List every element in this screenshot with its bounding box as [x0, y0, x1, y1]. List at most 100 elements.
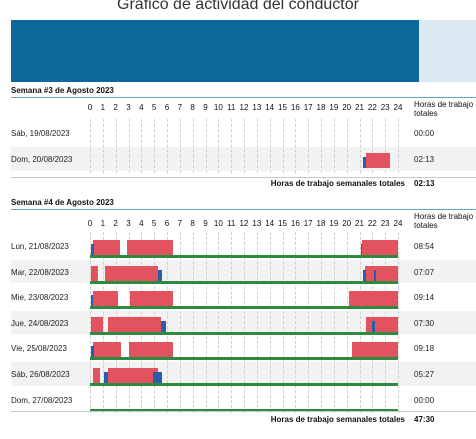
hour-label: 9 [203, 103, 208, 112]
day-label: Sáb, 19/08/2023 [11, 129, 70, 138]
day-total: 07:30 [414, 318, 435, 328]
day-label: Sáb, 26/08/2023 [11, 370, 70, 379]
hour-label: 1 [100, 103, 106, 112]
hour-gridline [346, 119, 349, 173]
work-segment [363, 157, 366, 168]
hour-label: 21 [355, 219, 364, 228]
hour-label: 15 [278, 219, 287, 228]
hour-label: 17 [303, 219, 313, 228]
hour-gridline [256, 232, 259, 414]
driving-segment [91, 316, 103, 332]
hour-label: 10 [213, 103, 223, 112]
hour-label: 20 [342, 219, 352, 228]
day-label: Jue, 24/08/2023 [11, 318, 69, 328]
hour-gridline [295, 232, 297, 414]
day-total: 00:00 [414, 395, 435, 405]
hour-gridline [102, 119, 105, 173]
hour-label: 0 [87, 103, 93, 112]
day-total: 09:18 [414, 344, 435, 354]
hour-label: 15 [278, 103, 287, 112]
driving-segment [362, 240, 398, 255]
header-banner-side [419, 20, 476, 82]
hour-gridline [359, 232, 362, 414]
week-title: Semana #4 de Agosto 2023 [11, 198, 114, 207]
hour-label: 11 [227, 103, 236, 112]
hour-gridline [90, 119, 92, 173]
hour-label: 14 [265, 219, 275, 228]
work-segment [160, 320, 166, 332]
hour-gridline [244, 232, 246, 414]
work-segment [158, 269, 162, 281]
hour-label: 6 [164, 103, 170, 112]
hour-label: 11 [227, 219, 236, 228]
hour-gridline [333, 119, 336, 173]
hour-label: 22 [367, 219, 377, 228]
hour-label: 10 [213, 219, 223, 228]
work-segment [152, 372, 162, 383]
hour-gridline [231, 119, 233, 173]
day-total: 02:13 [414, 155, 435, 164]
work-segment [91, 244, 94, 255]
hour-gridline [308, 232, 310, 414]
day-total: 00:00 [414, 129, 435, 138]
hour-gridline [372, 119, 374, 173]
hour-gridline [218, 232, 220, 414]
driving-segment [127, 240, 174, 255]
hour-label: 24 [393, 219, 403, 228]
hour-label: 5 [151, 103, 157, 112]
driving-segment [351, 342, 398, 358]
hour-gridline [308, 119, 310, 173]
rest-segment [90, 408, 398, 412]
work-segment [372, 320, 375, 332]
hour-label: 19 [329, 103, 339, 112]
rest-segment [90, 255, 398, 258]
hour-gridline [269, 232, 272, 414]
hour-label: 12 [239, 219, 249, 228]
hour-gridline [321, 232, 323, 414]
hour-label: 6 [164, 219, 170, 228]
hour-label: 1 [100, 219, 106, 228]
hour-gridline [398, 232, 400, 414]
day-total: 05:27 [414, 370, 435, 379]
hour-gridline [333, 232, 336, 414]
hour-label: 23 [380, 219, 390, 228]
week-total-value: 47:30 [414, 415, 435, 424]
hour-label: 4 [139, 219, 144, 228]
rest-segment [90, 306, 398, 310]
day-label: Lun, 21/08/2023 [11, 242, 69, 251]
hour-gridline [179, 232, 182, 414]
work-segment [104, 372, 108, 383]
hour-gridline [154, 119, 156, 173]
hour-gridline [192, 232, 195, 414]
hour-gridline [115, 119, 118, 173]
week-divider [11, 177, 476, 178]
day-total: 09:14 [414, 293, 435, 303]
day-label: Dom, 27/08/2023 [11, 395, 73, 405]
header-banner [11, 20, 419, 82]
work-segment [91, 346, 94, 358]
hour-label: 3 [126, 219, 131, 228]
driving-segment [92, 368, 101, 383]
hour-gridline [321, 119, 323, 173]
hour-gridline [102, 232, 105, 414]
hour-label: 8 [190, 219, 195, 228]
day-label: Mie, 23/08/2023 [11, 293, 69, 303]
rest-segment [90, 357, 398, 361]
hour-gridline [205, 232, 208, 414]
hour-gridline [295, 119, 297, 173]
work-segment [91, 295, 93, 307]
hour-label: 22 [367, 103, 377, 112]
week-divider [11, 411, 476, 412]
work-segment [363, 269, 366, 281]
hour-label: 2 [113, 103, 118, 112]
hour-gridline [128, 119, 131, 173]
hour-label: 5 [151, 219, 157, 228]
driving-segment [92, 240, 120, 255]
week-title: Semana #3 de Agosto 2023 [11, 86, 114, 95]
hour-label: 2 [113, 219, 118, 228]
hour-gridline [398, 119, 400, 173]
hour-gridline [346, 232, 349, 414]
hour-label: 3 [126, 103, 131, 112]
week-total-label: Horas de trabajo semanales totales [270, 415, 405, 424]
driving-segment [349, 291, 398, 307]
